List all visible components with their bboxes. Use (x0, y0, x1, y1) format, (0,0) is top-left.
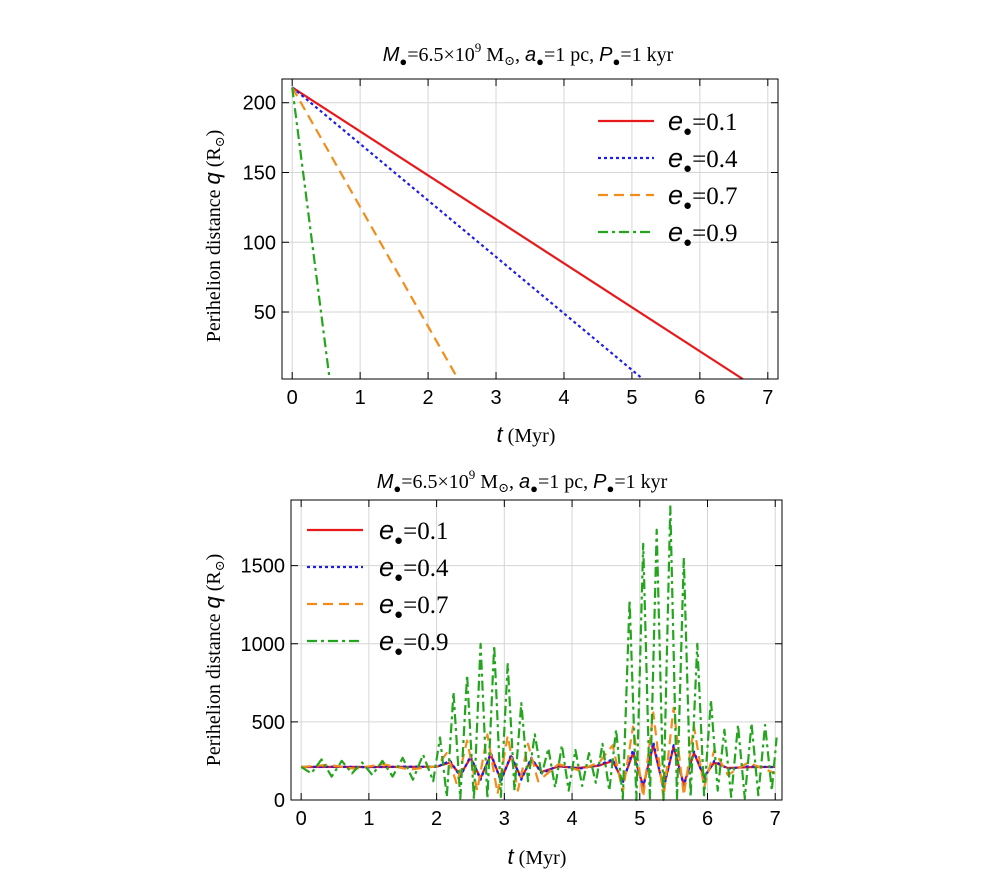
chart-bottom: M●=6.5×109 M⊙, a●=1 pc, P●=1 kyr 0 1 2 3 4 5 6… (200, 467, 783, 869)
chart-bottom-x-label: t (Myr) (508, 844, 567, 869)
chart-bottom-series (300, 505, 778, 802)
chart-bottom-x-tick-label: 1 (363, 808, 374, 830)
chart-top-x-tick-label: 0 (287, 387, 298, 409)
chart-bottom-grid (291, 500, 782, 801)
chart-bottom-x-ticks: 0 1 2 3 4 5 6 7 (296, 500, 781, 830)
chart-bottom-plot-frame (290, 499, 783, 801)
chart-top-y-ticks: 50 100 150 200 (243, 93, 778, 324)
chart-bottom-series-3-line (301, 706, 776, 800)
chart-top-series (291, 86, 744, 380)
chart-bottom-x-tick-label: 6 (702, 808, 713, 830)
chart-bottom-y-tick-label: 0 (274, 790, 285, 812)
chart-top-x-ticks: 0 1 2 3 4 5 6 7 (287, 79, 773, 409)
chart-top-legend-label-1: e●=0.1 (668, 106, 737, 140)
chart-top-series-4-line (291, 87, 331, 380)
chart-bottom-y-label: Perihelion distance q (R⊙) (200, 554, 227, 767)
chart-top-legend: e●=0.1e●=0.4e●=0.7e●=0.9 (598, 106, 738, 251)
chart-top-x-label: t (Myr) (497, 422, 556, 447)
chart-bottom-y-tick-label: 500 (252, 712, 285, 734)
chart-top-legend-label-3: e●=0.7 (668, 180, 737, 214)
chart-bottom-x-tick-label: 3 (499, 808, 510, 830)
chart-bottom-legend-label-4: e●=0.9 (379, 626, 448, 660)
chart-top-x-tick-label: 7 (762, 387, 773, 409)
chart-top-y-tick-label: 100 (243, 232, 276, 254)
chart-top-legend-label-4: e●=0.9 (668, 217, 737, 251)
chart-top-x-tick-label: 3 (490, 387, 501, 409)
chart-bottom-legend: e●=0.1e●=0.4e●=0.7e●=0.9 (307, 515, 449, 660)
chart-bottom-legend-label-2: e●=0.4 (379, 552, 449, 586)
chart-top-legend-label-2: e●=0.4 (668, 143, 738, 177)
chart-top-plot-frame (281, 78, 779, 380)
chart-top-x-tick-label: 2 (423, 387, 434, 409)
chart-bottom-y-ticks: 0 500 1000 1500 (241, 556, 782, 812)
chart-top: M●=6.5×109 M⊙, a●=1 pc, P●=1 kyr 0 1 2 3 4 5 6… (200, 40, 779, 447)
chart-top-x-tick-label: 4 (558, 387, 569, 409)
chart-bottom-x-tick-label: 0 (296, 808, 307, 830)
chart-bottom-x-tick-label: 7 (770, 808, 781, 830)
chart-top-series-1-line (291, 86, 744, 380)
chart-top-y-label: Perihelion distance q (R⊙) (200, 130, 227, 343)
chart-top-y-tick-label: 200 (243, 93, 276, 115)
chart-bottom-x-tick-label: 2 (431, 808, 442, 830)
chart-bottom-x-tick-label: 4 (566, 808, 577, 830)
chart-bottom-y-tick-label: 1500 (241, 556, 286, 578)
chart-top-y-tick-label: 150 (243, 162, 276, 184)
chart-top-title: M●=6.5×109 M⊙, a●=1 pc, P●=1 kyr (383, 40, 674, 69)
chart-top-x-tick-label: 1 (355, 387, 366, 409)
chart-top-series-3-line (291, 86, 459, 380)
chart-bottom-y-tick-label: 1000 (241, 634, 286, 656)
chart-top-y-tick-label: 50 (254, 302, 276, 324)
chart-top-grid (282, 79, 778, 379)
chart-bottom-series-4-line (300, 505, 778, 802)
chart-top-x-tick-label: 6 (694, 387, 705, 409)
chart-top-series-2-line (291, 86, 644, 380)
chart-top-x-tick-label: 5 (626, 387, 637, 409)
chart-bottom-legend-label-3: e●=0.7 (379, 589, 448, 623)
chart-bottom-legend-label-1: e●=0.1 (379, 515, 448, 549)
chart-bottom-title: M●=6.5×109 M⊙, a●=1 pc, P●=1 kyr (377, 467, 668, 496)
chart-bottom-x-tick-label: 5 (634, 808, 645, 830)
